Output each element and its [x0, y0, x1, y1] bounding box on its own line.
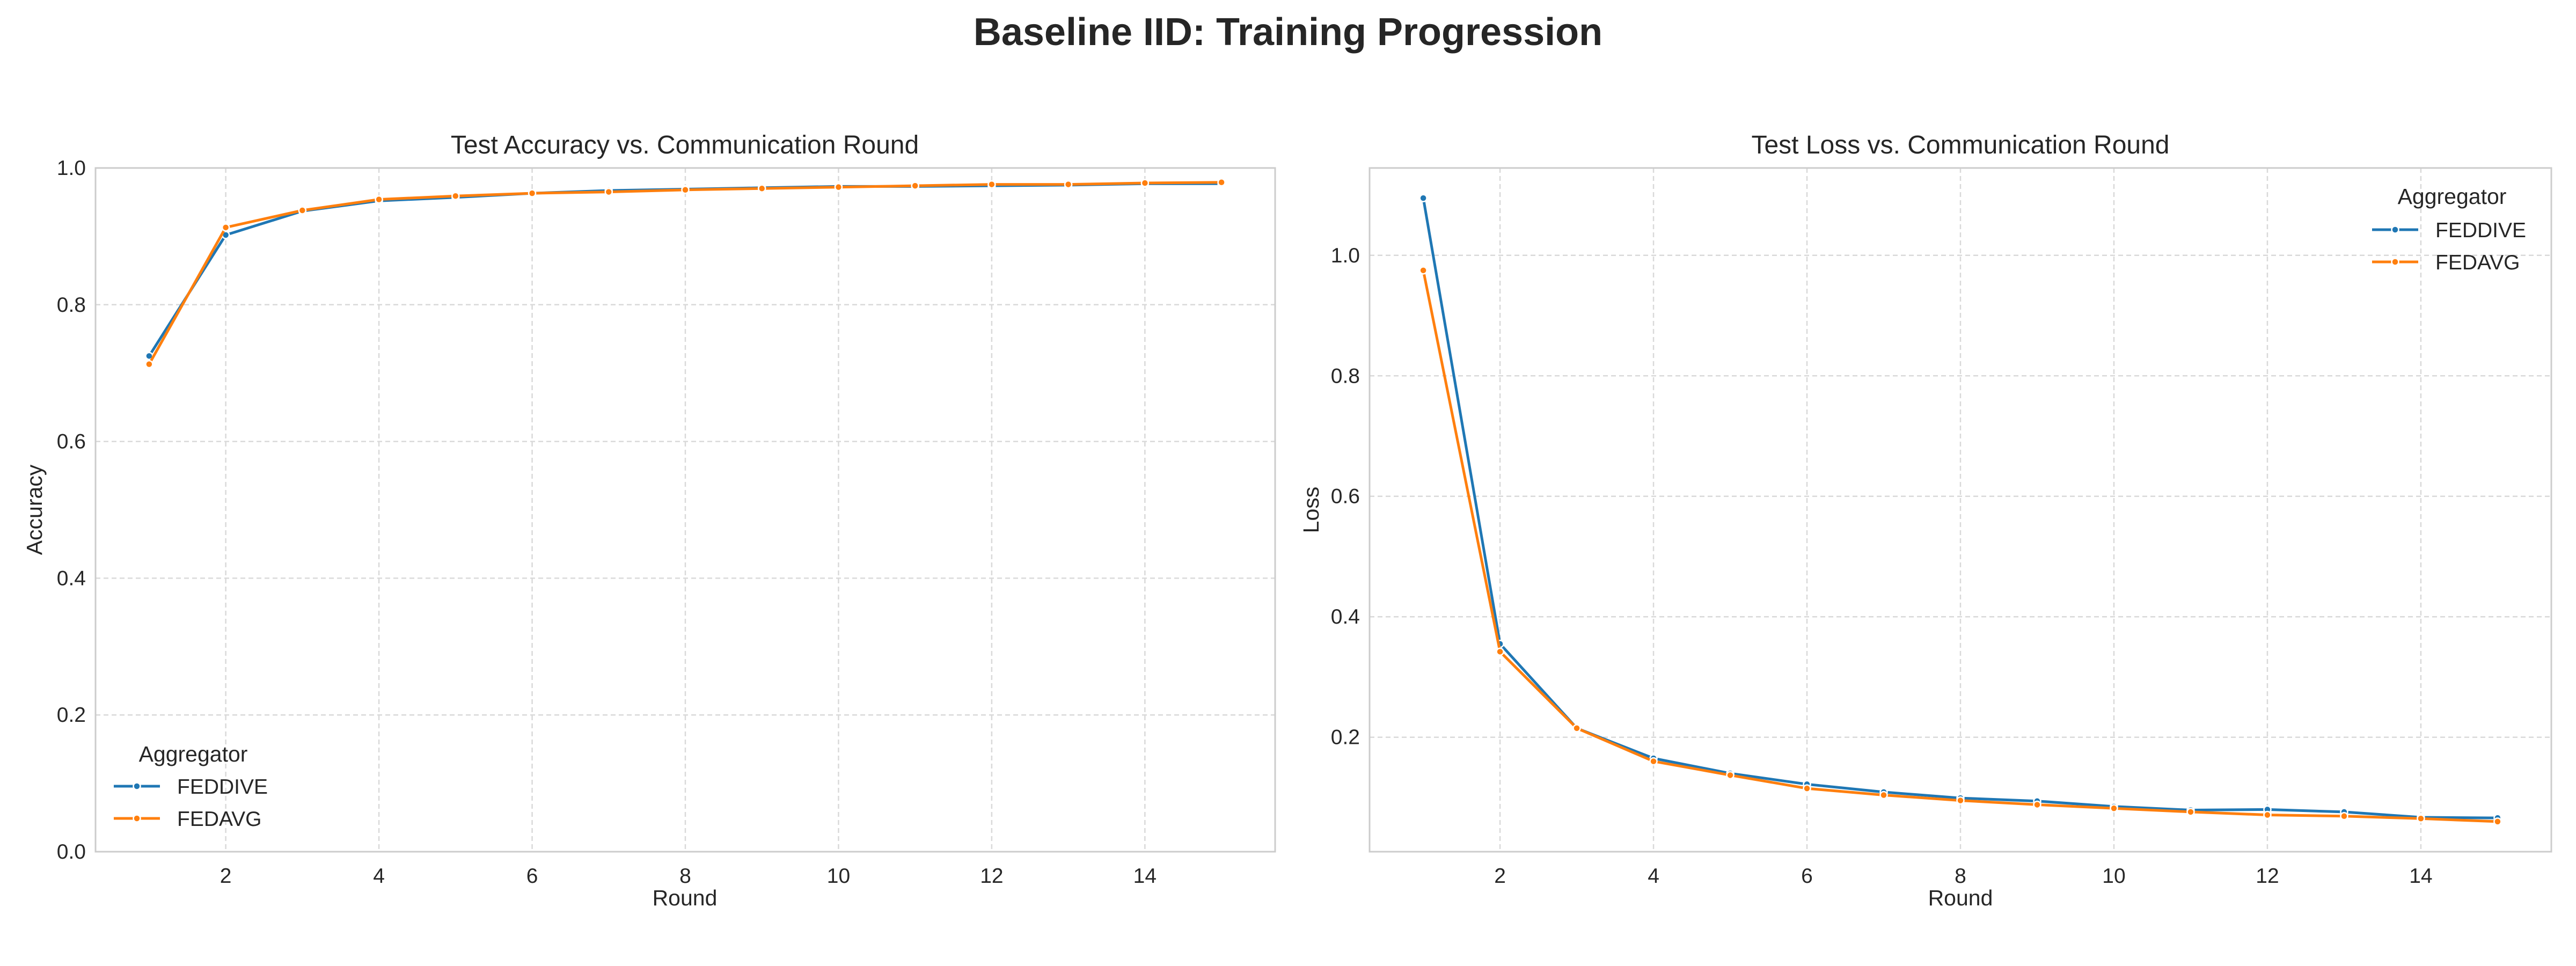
accuracy-point-fedavg: [911, 181, 919, 190]
accuracy-x-tick-label: 6: [526, 865, 538, 888]
accuracy-point-fedavg: [1217, 178, 1226, 187]
accuracy-y-axis-label: Accuracy: [22, 464, 47, 555]
accuracy-y-tick-label: 0.4: [57, 567, 86, 590]
loss-point-fedavg: [2110, 804, 2118, 813]
accuracy-y-tick-label: 0.2: [57, 704, 86, 727]
accuracy-legend: Aggregator FEDDIVE FEDAVG: [114, 742, 268, 831]
loss-point-fedavg: [1496, 647, 1504, 656]
loss-legend-label-fedavg: FEDAVG: [2435, 251, 2520, 274]
accuracy-y-tick-label: 0.8: [57, 294, 86, 317]
accuracy-legend-marker-feddive: [133, 782, 141, 791]
loss-series: [1419, 194, 2502, 826]
accuracy-x-tick-label: 8: [679, 865, 691, 888]
accuracy-series: [145, 178, 1226, 369]
loss-point-fedavg: [2493, 817, 2502, 826]
loss-y-tick-label: 1.0: [1331, 244, 1360, 267]
accuracy-panel-title: Test Accuracy vs. Communication Round: [451, 131, 919, 159]
loss-point-fedavg: [2417, 814, 2425, 823]
accuracy-point-fedavg: [987, 180, 996, 189]
loss-point-fedavg: [1572, 724, 1581, 733]
loss-point-fedavg: [1649, 757, 1658, 766]
loss-point-feddive: [1419, 194, 1428, 202]
accuracy-point-fedavg: [298, 206, 307, 215]
loss-x-tick-label: 4: [1648, 865, 1659, 888]
accuracy-y-tick-label: 0.0: [57, 840, 86, 863]
figure-suptitle: Baseline IID: Training Progression: [974, 11, 1602, 54]
loss-x-tick-label: 8: [1955, 865, 1966, 888]
loss-point-fedavg: [2033, 800, 2041, 809]
loss-point-fedavg: [1726, 771, 1735, 780]
accuracy-point-fedavg: [145, 360, 153, 369]
accuracy-point-fedavg: [604, 187, 613, 196]
accuracy-legend-item-feddive: FEDDIVE: [114, 775, 268, 799]
accuracy-legend-label-fedavg: FEDAVG: [177, 808, 261, 831]
accuracy-point-fedavg: [1140, 179, 1150, 187]
loss-x-tick-label: 14: [2409, 865, 2432, 888]
accuracy-x-tick-label: 14: [1133, 865, 1157, 888]
accuracy-tick-labels: 2 4 6 8 10 12 14 0.0 0.2 0.4 0.6 0.8 1.0: [57, 157, 1157, 888]
loss-x-tick-label: 10: [2102, 865, 2125, 888]
accuracy-point-fedavg: [221, 223, 230, 232]
loss-point-fedavg: [2186, 808, 2195, 816]
loss-legend-item-fedavg: FEDAVG: [2372, 251, 2520, 274]
accuracy-plot-area: [94, 167, 1276, 853]
loss-point-fedavg: [1803, 784, 1811, 793]
accuracy-y-tick-label: 0.6: [57, 430, 86, 453]
accuracy-point-fedavg: [834, 182, 843, 192]
loss-legend-label-feddive: FEDDIVE: [2435, 219, 2526, 242]
loss-grid: [1370, 168, 2551, 852]
loss-y-tick-label: 0.8: [1331, 364, 1360, 387]
accuracy-point-fedavg: [1064, 180, 1073, 189]
accuracy-y-tick-label: 1.0: [57, 157, 86, 180]
accuracy-legend-label-feddive: FEDDIVE: [177, 775, 268, 799]
loss-tick-labels: 2 4 6 8 10 12 14 0.2 0.4 0.6 0.8 1.0: [1331, 244, 2433, 888]
loss-point-fedavg: [2340, 812, 2348, 821]
loss-series-line-fedavg: [1422, 270, 2498, 823]
loss-x-tick-label: 2: [1494, 865, 1506, 888]
accuracy-x-tick-label: 12: [980, 865, 1003, 888]
accuracy-x-tick-label: 2: [220, 865, 232, 888]
accuracy-grid: [96, 167, 1275, 853]
loss-plot-area: [1368, 167, 2552, 853]
loss-point-fedavg: [2263, 810, 2272, 819]
accuracy-panel: Test Accuracy vs. Communication Round 2 4…: [22, 131, 1276, 910]
loss-point-fedavg: [1879, 791, 1888, 800]
accuracy-x-tick-label: 4: [373, 865, 385, 888]
loss-point-fedavg: [1419, 266, 1428, 275]
loss-x-axis-label: Round: [1928, 885, 1993, 910]
loss-legend-item-feddive: FEDDIVE: [2372, 219, 2526, 242]
loss-y-tick-label: 0.4: [1331, 605, 1360, 628]
accuracy-point-fedavg: [681, 186, 690, 194]
loss-point-fedavg: [1956, 796, 1965, 805]
loss-x-tick-label: 6: [1801, 865, 1813, 888]
loss-legend: Aggregator FEDDIVE FEDAVG: [2372, 184, 2526, 274]
accuracy-x-axis-label: Round: [653, 885, 718, 910]
loss-legend-title: Aggregator: [2398, 184, 2507, 209]
loss-legend-marker-feddive: [2391, 225, 2399, 234]
loss-y-tick-label: 0.6: [1331, 485, 1360, 508]
accuracy-legend-item-fedavg: FEDAVG: [114, 808, 261, 831]
loss-y-tick-label: 0.2: [1331, 726, 1360, 749]
loss-panel-title: Test Loss vs. Communication Round: [1751, 131, 2169, 159]
loss-x-tick-label: 12: [2256, 865, 2279, 888]
accuracy-point-fedavg: [528, 189, 537, 197]
accuracy-point-fedavg: [451, 192, 460, 200]
accuracy-legend-title: Aggregator: [139, 742, 248, 766]
accuracy-point-fedavg: [757, 184, 766, 193]
loss-y-axis-label: Loss: [1299, 487, 1323, 533]
loss-legend-marker-fedavg: [2391, 258, 2399, 266]
loss-panel: Test Loss vs. Communication Round 2 4 6 8 10…: [1299, 131, 2552, 910]
accuracy-x-tick-label: 10: [827, 865, 850, 888]
accuracy-legend-marker-fedavg: [133, 814, 141, 823]
accuracy-point-fedavg: [375, 195, 383, 204]
